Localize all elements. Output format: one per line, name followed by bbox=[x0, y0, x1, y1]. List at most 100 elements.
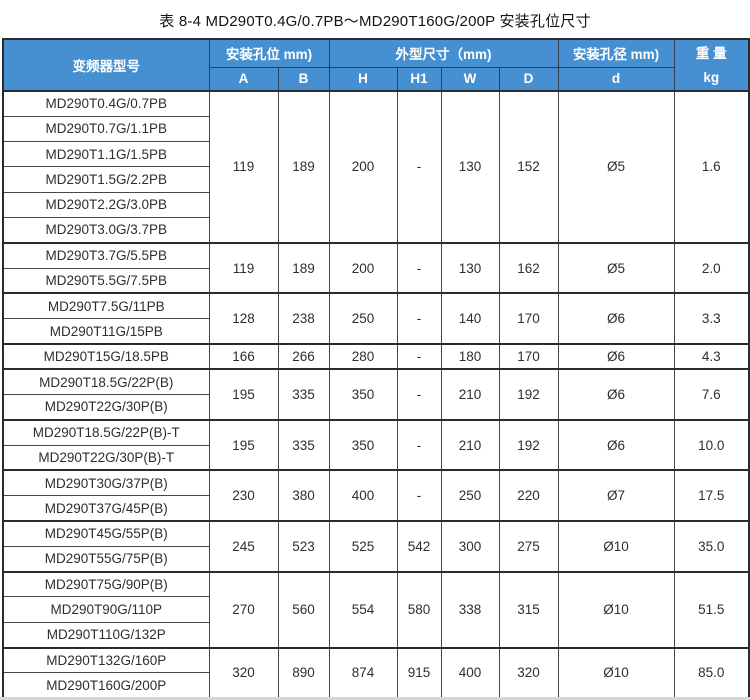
model-cell: MD290T30G/37P(B) bbox=[2, 469, 210, 497]
value-cell-w: 338 bbox=[440, 570, 500, 649]
table-body: MD290T0.4G/0.7PB 119 189 200-130 152 Ø5 1.6 MD2… bbox=[2, 89, 750, 699]
value-cell-a: 166 bbox=[208, 342, 279, 370]
table-row: MD290T110G/132P bbox=[2, 621, 749, 649]
value-cell-w: 180 bbox=[440, 342, 500, 370]
value-cell-h: 400 bbox=[328, 469, 398, 522]
value-cell-w: 300 bbox=[440, 520, 500, 573]
value-cell-h1: - bbox=[396, 368, 442, 421]
header-col-d-depth: D bbox=[498, 66, 559, 92]
table-row: MD290T3.0G/3.7PB bbox=[2, 216, 749, 244]
value-cell-a: 119 bbox=[208, 90, 279, 244]
value-cell-d: Ø6 bbox=[557, 368, 675, 421]
header-row-groups: 变频器型号 安装孔位 mm) 外型尺寸（mm) 安装孔径 mm) 重 量 kg bbox=[2, 38, 750, 92]
table-row: MD290T132G/160P 320 890 874 915 400 320 Ø10 85.0 bbox=[2, 646, 750, 699]
table-row: MD290T45G/55P(B) 245 523 525 542 300 275 Ø10 35.… bbox=[2, 520, 750, 573]
value-cell-a: 245 bbox=[208, 520, 279, 573]
model-cell: MD290T0.7G/1.1PB bbox=[2, 115, 210, 143]
table-header: 变频器型号 安装孔位 mm) 外型尺寸（mm) 安装孔径 mm) 重 量 kg … bbox=[2, 38, 750, 92]
header-model-column: 变频器型号 bbox=[2, 38, 210, 92]
model-cell: MD290T75G/90P(B) bbox=[2, 570, 210, 598]
model-cell: MD290T3.7G/5.5PB bbox=[2, 241, 210, 269]
value-cell-w: 140 bbox=[440, 292, 500, 345]
table-row: MD290T30G/37P(B) 230 380 400-250 220 Ø7 17.5 bbox=[2, 469, 750, 522]
header-weight-label: 重 量 bbox=[695, 46, 727, 61]
value-cell-d: Ø10 bbox=[557, 520, 675, 573]
page-bottom-edge bbox=[0, 697, 750, 700]
header-mounting-holes-group: 安装孔位 mm) bbox=[208, 38, 330, 68]
value-cell-b: 380 bbox=[277, 469, 330, 522]
header-col-hole-d: d bbox=[557, 66, 675, 92]
value-cell-d: Ø5 bbox=[557, 241, 675, 294]
value-cell-a: 270 bbox=[208, 570, 279, 649]
table-row: MD290T15G/18.5PB 166 266 280-180 170 Ø6 4.3 bbox=[2, 342, 750, 370]
table-row: MD290T1.1G/1.5PB bbox=[2, 141, 749, 168]
model-cell: MD290T1.1G/1.5PB bbox=[2, 141, 210, 168]
table-row: MD290T7.5G/11PB 128 238 250-140 170 Ø6 3.3 bbox=[2, 292, 750, 345]
value-cell-kg: 2.0 bbox=[673, 241, 750, 294]
header-col-h1: H1 bbox=[396, 66, 442, 92]
value-cell-kg: 85.0 bbox=[673, 646, 750, 699]
value-cell-d: 192 bbox=[498, 418, 559, 471]
value-cell-kg: 1.6 bbox=[673, 90, 750, 244]
model-cell: MD290T15G/18.5PB bbox=[2, 342, 210, 370]
model-cell: MD290T37G/45P(B) bbox=[2, 495, 210, 522]
table-row: MD290T75G/90P(B) 270 560 554 580 338 315 Ø10 51.… bbox=[2, 570, 750, 649]
value-cell-w: 250 bbox=[440, 469, 500, 522]
value-cell-h1: 580 bbox=[396, 570, 442, 649]
model-cell: MD290T7.5G/11PB bbox=[2, 292, 210, 320]
value-cell-b: 238 bbox=[277, 292, 330, 345]
value-cell-kg: 35.0 bbox=[673, 520, 750, 573]
header-row-subcolumns: A B H H1 W D d bbox=[3, 66, 749, 92]
header-col-b: B bbox=[277, 66, 330, 92]
value-cell-a: 195 bbox=[208, 418, 279, 471]
value-cell-h1: - bbox=[396, 241, 442, 294]
value-cell-h1: 915 bbox=[396, 646, 442, 699]
header-col-w: W bbox=[440, 66, 500, 92]
value-cell-d: 170 bbox=[498, 292, 559, 345]
value-cell-b: 890 bbox=[277, 646, 330, 699]
value-cell-b: 560 bbox=[277, 570, 330, 649]
value-cell-d: Ø6 bbox=[557, 418, 675, 471]
model-cell: MD290T1.5G/2.2PB bbox=[2, 166, 210, 193]
model-cell: MD290T45G/55P(B) bbox=[2, 520, 210, 547]
value-cell-a: 230 bbox=[208, 469, 279, 522]
value-cell-b: 523 bbox=[277, 520, 330, 573]
model-cell: MD290T22G/30P(B)-T bbox=[2, 444, 210, 471]
value-cell-d: Ø6 bbox=[557, 342, 675, 370]
value-cell-kg: 4.3 bbox=[673, 342, 750, 370]
value-cell-kg: 17.5 bbox=[673, 469, 750, 522]
value-cell-h1: - bbox=[396, 342, 442, 370]
value-cell-a: 320 bbox=[208, 646, 279, 699]
model-cell: MD290T3.0G/3.7PB bbox=[2, 216, 210, 244]
value-cell-w: 210 bbox=[440, 368, 500, 421]
model-cell: MD290T5.5G/7.5PB bbox=[2, 267, 210, 294]
value-cell-a: 128 bbox=[208, 292, 279, 345]
value-cell-d: 162 bbox=[498, 241, 559, 294]
value-cell-b: 189 bbox=[277, 241, 330, 294]
value-cell-h: 200 bbox=[328, 241, 398, 294]
table-row: MD290T0.7G/1.1PB bbox=[2, 115, 749, 143]
value-cell-h1: - bbox=[396, 418, 442, 471]
header-hole-diameter-group: 安装孔径 mm) bbox=[557, 38, 675, 68]
table-row: MD290T5.5G/7.5PB bbox=[2, 267, 749, 294]
model-cell: MD290T55G/75P(B) bbox=[2, 545, 210, 573]
value-cell-b: 266 bbox=[277, 342, 330, 370]
value-cell-d: 220 bbox=[498, 469, 559, 522]
value-cell-kg: 10.0 bbox=[673, 418, 750, 471]
value-cell-w: 130 bbox=[440, 90, 500, 244]
table-row: MD290T2.2G/3.0PB bbox=[2, 191, 749, 218]
value-cell-h: 250 bbox=[328, 292, 398, 345]
value-cell-b: 335 bbox=[277, 418, 330, 471]
table-row: MD290T90G/110P bbox=[2, 596, 749, 623]
table-row: MD290T11G/15PB bbox=[2, 318, 749, 345]
header-outline-dimensions-group: 外型尺寸（mm) bbox=[328, 38, 559, 68]
table-row: MD290T22G/30P(B) bbox=[2, 394, 749, 421]
model-cell: MD290T2.2G/3.0PB bbox=[2, 191, 210, 218]
value-cell-h: 554 bbox=[328, 570, 398, 649]
value-cell-d: Ø6 bbox=[557, 292, 675, 345]
header-col-a: A bbox=[208, 66, 279, 92]
table-row: MD290T1.5G/2.2PB bbox=[2, 166, 749, 193]
value-cell-b: 335 bbox=[277, 368, 330, 421]
model-cell: MD290T22G/30P(B) bbox=[2, 394, 210, 421]
